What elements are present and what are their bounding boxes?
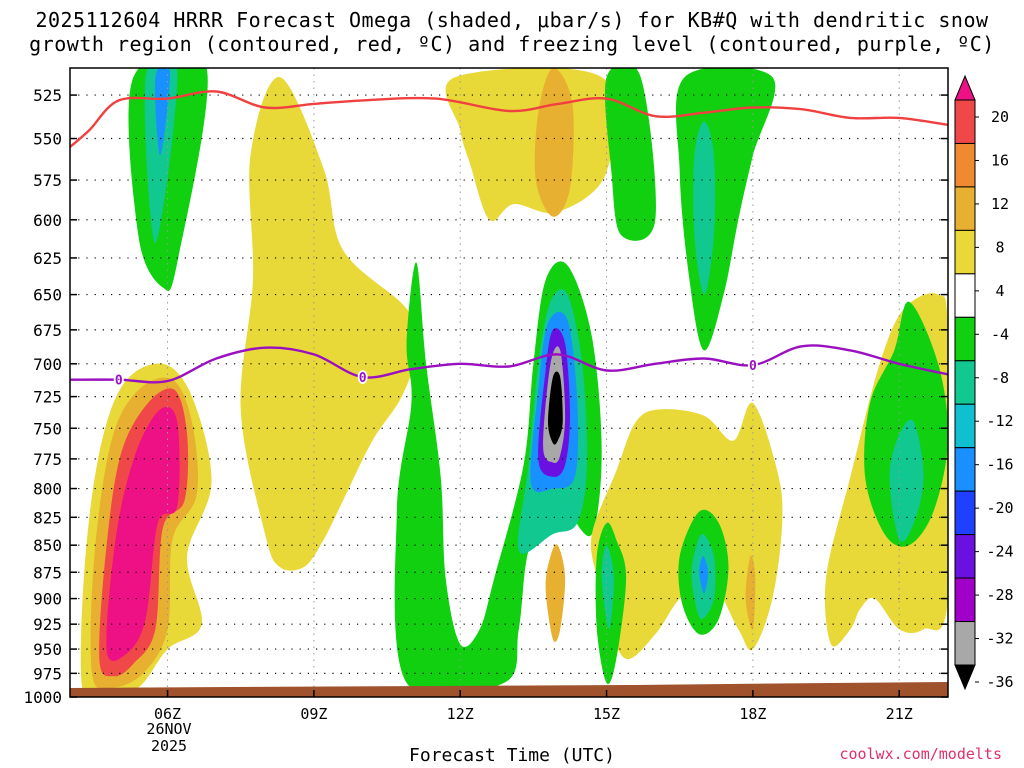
colorbar-label: 16 xyxy=(991,151,1009,169)
y-tick-label: 925 xyxy=(33,615,62,634)
shaded-teal-right xyxy=(889,419,924,542)
x-tick-label: 12Z xyxy=(447,705,474,723)
y-tick-label: 575 xyxy=(33,171,62,190)
isotherm-label: 0 xyxy=(359,371,367,386)
y-tick-label: 550 xyxy=(33,130,62,149)
isotherm-label: 0 xyxy=(749,359,757,374)
colorbar-label: -16 xyxy=(986,456,1013,474)
y-tick-label: 825 xyxy=(33,508,62,527)
x-tick-label: 06Z xyxy=(154,705,181,723)
site-credit: coolwx.com/modelts xyxy=(839,745,1002,763)
shaded-yellow-09z xyxy=(240,77,417,571)
colorbar-segment xyxy=(954,447,976,492)
colorbar-segment xyxy=(954,534,976,579)
colorbar-label: -4 xyxy=(991,325,1009,343)
y-tick-label: 950 xyxy=(33,640,62,659)
colorbar-top-arrow xyxy=(954,74,976,101)
colorbar-segment xyxy=(954,316,976,362)
colorbar-segment xyxy=(954,99,976,144)
colorbar-segment xyxy=(954,403,976,449)
colorbar-label: -28 xyxy=(986,586,1013,604)
plot-frame xyxy=(69,67,949,698)
x-tick-label: 18Z xyxy=(739,705,766,723)
shaded-orange-18z-lower xyxy=(745,555,756,630)
y-tick-label: 875 xyxy=(33,563,62,582)
colorbar-label: -8 xyxy=(991,369,1009,387)
colorbar-label: 20 xyxy=(991,108,1009,126)
y-tick-label: 800 xyxy=(33,480,62,499)
colorbar-segment xyxy=(954,360,976,405)
colorbar-label: -32 xyxy=(986,630,1013,648)
shaded-teal-15z xyxy=(601,545,614,630)
colorbar-label: -12 xyxy=(986,412,1013,430)
colorbar-label: -36 xyxy=(986,673,1013,691)
isotherm-label: 0 xyxy=(115,374,123,389)
shaded-blue-17z xyxy=(699,556,709,594)
isotherm-label-bg xyxy=(357,370,368,385)
colorbar-segment xyxy=(954,490,976,536)
shaded-yellow-lower-mid xyxy=(590,402,783,660)
terrain-strip xyxy=(70,682,948,697)
isotherm-freezing-level xyxy=(70,344,948,384)
date-year: 2025 xyxy=(150,737,188,755)
shaded-teal-upper-left xyxy=(144,68,178,243)
y-tick-label: 775 xyxy=(33,450,62,469)
y-tick-label: 975 xyxy=(33,664,62,683)
x-tick-label: 21Z xyxy=(886,705,913,723)
shaded-teal-upper-17z xyxy=(693,121,716,295)
title-line-2: growth region (contoured, red, ºC) and f… xyxy=(29,32,995,56)
colorbar-label: 8 xyxy=(995,238,1004,256)
colorbar-label: -20 xyxy=(986,499,1013,517)
y-tick-label: 525 xyxy=(33,86,62,105)
y-tick-label: 700 xyxy=(33,355,62,374)
isotherm-dgz-red xyxy=(70,90,948,148)
shaded-magenta-left xyxy=(106,406,180,662)
y-tick-label: 600 xyxy=(33,211,62,230)
date-label: 26NOV 2025 xyxy=(140,721,198,755)
chart-title: 2025112604 HRRR Forecast Omega (shaded, … xyxy=(0,8,1024,56)
y-tick-label: 1000 xyxy=(23,688,62,707)
x-tick-label: 09Z xyxy=(300,705,327,723)
y-tick-label: 725 xyxy=(33,388,62,407)
colorbar-bottom-arrow xyxy=(954,664,976,691)
colorbar-segment xyxy=(954,577,976,623)
x-tick-label: 15Z xyxy=(593,705,620,723)
shaded-blue-upper-left xyxy=(155,68,171,156)
x-axis-label: Forecast Time (UTC) xyxy=(409,745,615,766)
y-tick-label: 900 xyxy=(33,590,62,609)
shaded-yellow-12z xyxy=(445,68,617,222)
y-tick-label: 750 xyxy=(33,419,62,438)
colorbar-segment xyxy=(954,142,976,188)
colorbar-label: -24 xyxy=(986,543,1013,561)
colorbar-label: 12 xyxy=(991,195,1009,213)
colorbar-segment xyxy=(954,229,976,275)
y-tick-label: 625 xyxy=(33,249,62,268)
shaded-black-14z xyxy=(548,371,563,445)
shaded-orange-13z-lower xyxy=(545,544,566,642)
title-line-1: 2025112604 HRRR Forecast Omega (shaded, … xyxy=(35,8,989,32)
colorbar-segment xyxy=(954,621,976,666)
isotherm-label-bg xyxy=(113,372,124,387)
colorbar-segment xyxy=(954,273,976,318)
y-tick-label: 850 xyxy=(33,536,62,555)
y-tick-label: 650 xyxy=(33,286,62,305)
colorbar-segment xyxy=(954,186,976,231)
colorbar-label: 4 xyxy=(995,282,1004,300)
y-tick-label: 675 xyxy=(33,321,62,340)
shaded-green-upper-15z xyxy=(604,68,656,241)
date-day: 26NOV xyxy=(146,720,192,738)
isotherm-label-bg xyxy=(747,358,758,373)
